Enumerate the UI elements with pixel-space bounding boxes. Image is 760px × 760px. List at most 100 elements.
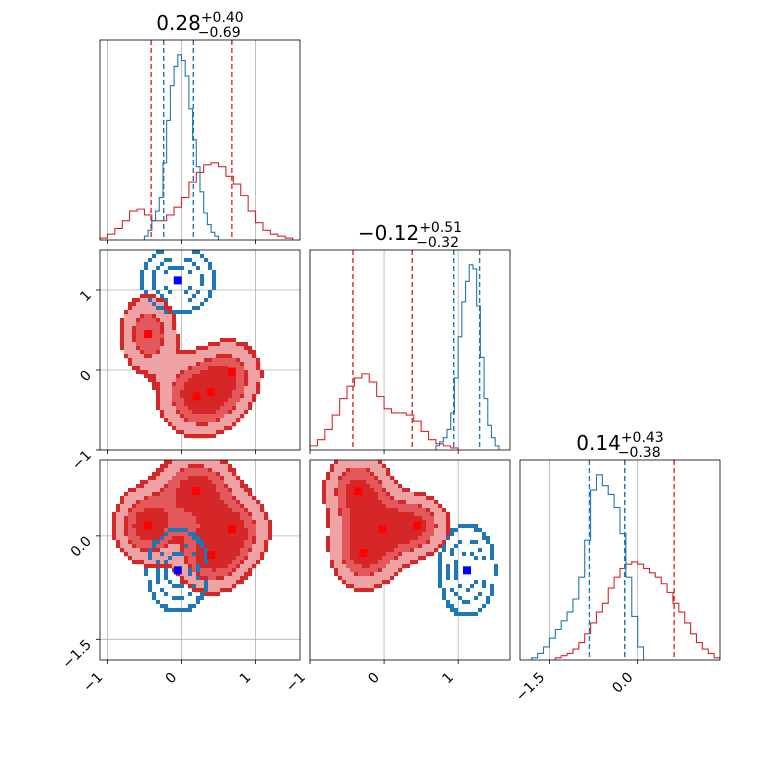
p31-density-cell [236, 516, 241, 521]
p32-density-cell [378, 552, 383, 557]
p21-density-cell [168, 406, 173, 411]
p32-density-cell [370, 564, 375, 569]
p32-density-cell [338, 492, 343, 497]
p21-blue-contour-cell [156, 306, 160, 310]
p32-density-cell [422, 552, 427, 557]
p21-blue-contour-cell [144, 290, 148, 294]
p32-red-contour-cell [326, 472, 330, 476]
p32-red-contour-cell [438, 544, 442, 548]
p21-density-cell [156, 322, 161, 327]
p21-density-cell [148, 346, 153, 351]
p31-red-contour-cell [228, 560, 232, 564]
p31-density-cell [184, 540, 189, 545]
p32-density-cell [354, 468, 359, 473]
p32-density-cell [362, 488, 367, 493]
p32-density-cell [346, 576, 351, 581]
p32-density-cell [354, 464, 359, 469]
p21-density-cell [180, 366, 185, 371]
p21-red-contour-cell [184, 418, 188, 422]
p31-density-cell [228, 500, 233, 505]
p31-density-cell [252, 508, 257, 513]
p32-density-cell [370, 560, 375, 565]
p31-density-cell [136, 508, 141, 513]
p21-density-cell [224, 378, 229, 383]
p21-red-contour-cell [148, 374, 152, 378]
p21-red-contour-cell [256, 362, 260, 366]
p31-density-cell [176, 476, 181, 481]
p21-density-cell [200, 390, 205, 395]
p32-density-cell [374, 472, 379, 477]
p31-density-cell [184, 476, 189, 481]
p21-density-cell [240, 370, 245, 375]
p32-blue-contour-cell [446, 568, 450, 572]
p21-red-contour-cell [244, 370, 248, 374]
p21-density-cell [184, 402, 189, 407]
p21-density-cell [220, 350, 225, 355]
p31-density-cell [220, 572, 225, 577]
p32-red-contour-cell [418, 516, 422, 520]
p21-density-cell [124, 314, 129, 319]
p21-density-cell [168, 418, 173, 423]
p21-density-cell [228, 414, 233, 419]
p31-density-cell [248, 500, 253, 505]
p21-density-cell [196, 354, 201, 359]
p31-density-cell [188, 520, 193, 525]
p31-density-cell [248, 496, 253, 501]
p32-density-cell [442, 528, 447, 533]
p32-density-cell [414, 504, 419, 509]
p21-red-contour-cell [224, 354, 228, 358]
p31-density-cell [188, 460, 193, 465]
p32-density-cell [430, 532, 435, 537]
p31-red-contour-cell [112, 516, 116, 520]
p31-density-cell [180, 500, 185, 505]
p31-density-cell [156, 532, 161, 537]
p21-density-cell [236, 382, 241, 387]
p32-density-cell [374, 508, 379, 513]
p32-red-contour-cell [446, 512, 450, 516]
p31-density-cell [204, 532, 209, 537]
diag-2-frame [309, 249, 511, 451]
p32-red-contour-cell [382, 464, 386, 468]
p21-red-contour-cell [224, 338, 228, 342]
p21-density-cell [148, 342, 153, 347]
p31-density-cell [216, 556, 221, 561]
p31-density-cell [212, 564, 217, 569]
p21-density-cell [204, 354, 209, 359]
p31-blue-contour-cell [172, 608, 176, 612]
p32-density-cell [406, 548, 411, 553]
p31-density-cell [124, 496, 129, 501]
p31-density-cell [148, 480, 153, 485]
p32-density-cell [422, 548, 427, 553]
p21-density-cell [184, 394, 189, 399]
p31-density-cell [128, 520, 133, 525]
p31-density-cell [256, 516, 261, 521]
p32-density-cell [334, 480, 339, 485]
p31-density-cell [240, 524, 245, 529]
p31-density-cell [196, 500, 201, 505]
p21-density-cell [220, 398, 225, 403]
p21-density-cell [244, 358, 249, 363]
p31-red-contour-cell [156, 548, 160, 552]
p31-red-contour-cell [208, 480, 212, 484]
p31-density-cell [128, 516, 133, 521]
p31-density-cell [172, 512, 177, 517]
p31-density-cell [200, 500, 205, 505]
p31-density-cell [208, 508, 213, 513]
p32-density-cell [430, 540, 435, 545]
p21-red-contour-cell [152, 294, 156, 298]
p31-density-cell [204, 524, 209, 529]
p32-density-cell [394, 552, 399, 557]
p21-density-cell [248, 382, 253, 387]
p32-density-cell [354, 476, 359, 481]
p31-red-contour-cell [192, 512, 196, 516]
p21-density-cell [228, 422, 233, 427]
p32-density-cell [334, 496, 339, 501]
p21-red-contour-cell [240, 342, 244, 346]
p21-density-cell [168, 394, 173, 399]
p32-blue-contour-cell [486, 536, 490, 540]
diag-3-histogram-step-1 [531, 474, 645, 660]
p31-density-cell [144, 556, 149, 561]
p31-density-cell [200, 508, 205, 513]
p31-density-cell [192, 572, 197, 577]
p32-density-cell [426, 520, 431, 525]
